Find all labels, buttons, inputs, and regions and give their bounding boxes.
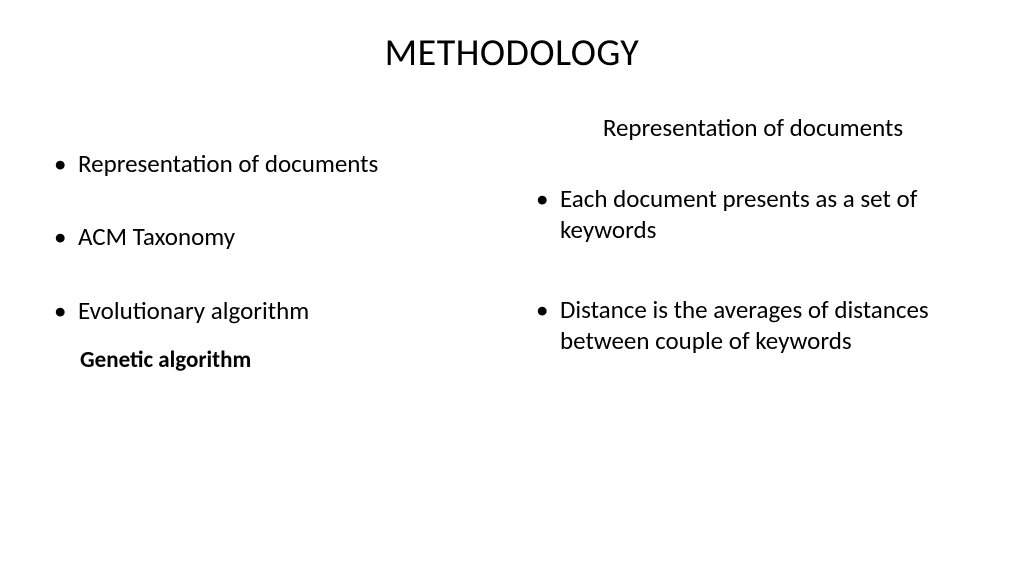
left-bullet-list: Representation of documents ACM Taxonomy… [40,148,502,326]
right-column: Representation of documents Each documen… [522,112,984,404]
list-item: Each document presents as a set of keywo… [536,183,984,246]
list-item: ACM Taxonomy [54,221,502,252]
list-item: Representation of documents [54,148,502,179]
right-heading: Representation of documents [522,112,984,143]
slide: METHODOLOGY Representation of documents … [0,0,1024,576]
list-item: Evolutionary algorithm [54,295,502,326]
list-item: Distance is the averages of distances be… [536,294,984,357]
right-bullet-list: Each document presents as a set of keywo… [522,183,984,356]
slide-title: METHODOLOGY [40,30,984,76]
sub-item: Genetic algorithm [40,346,502,374]
left-column: Representation of documents ACM Taxonomy… [40,112,502,404]
content-columns: Representation of documents ACM Taxonomy… [40,112,984,404]
